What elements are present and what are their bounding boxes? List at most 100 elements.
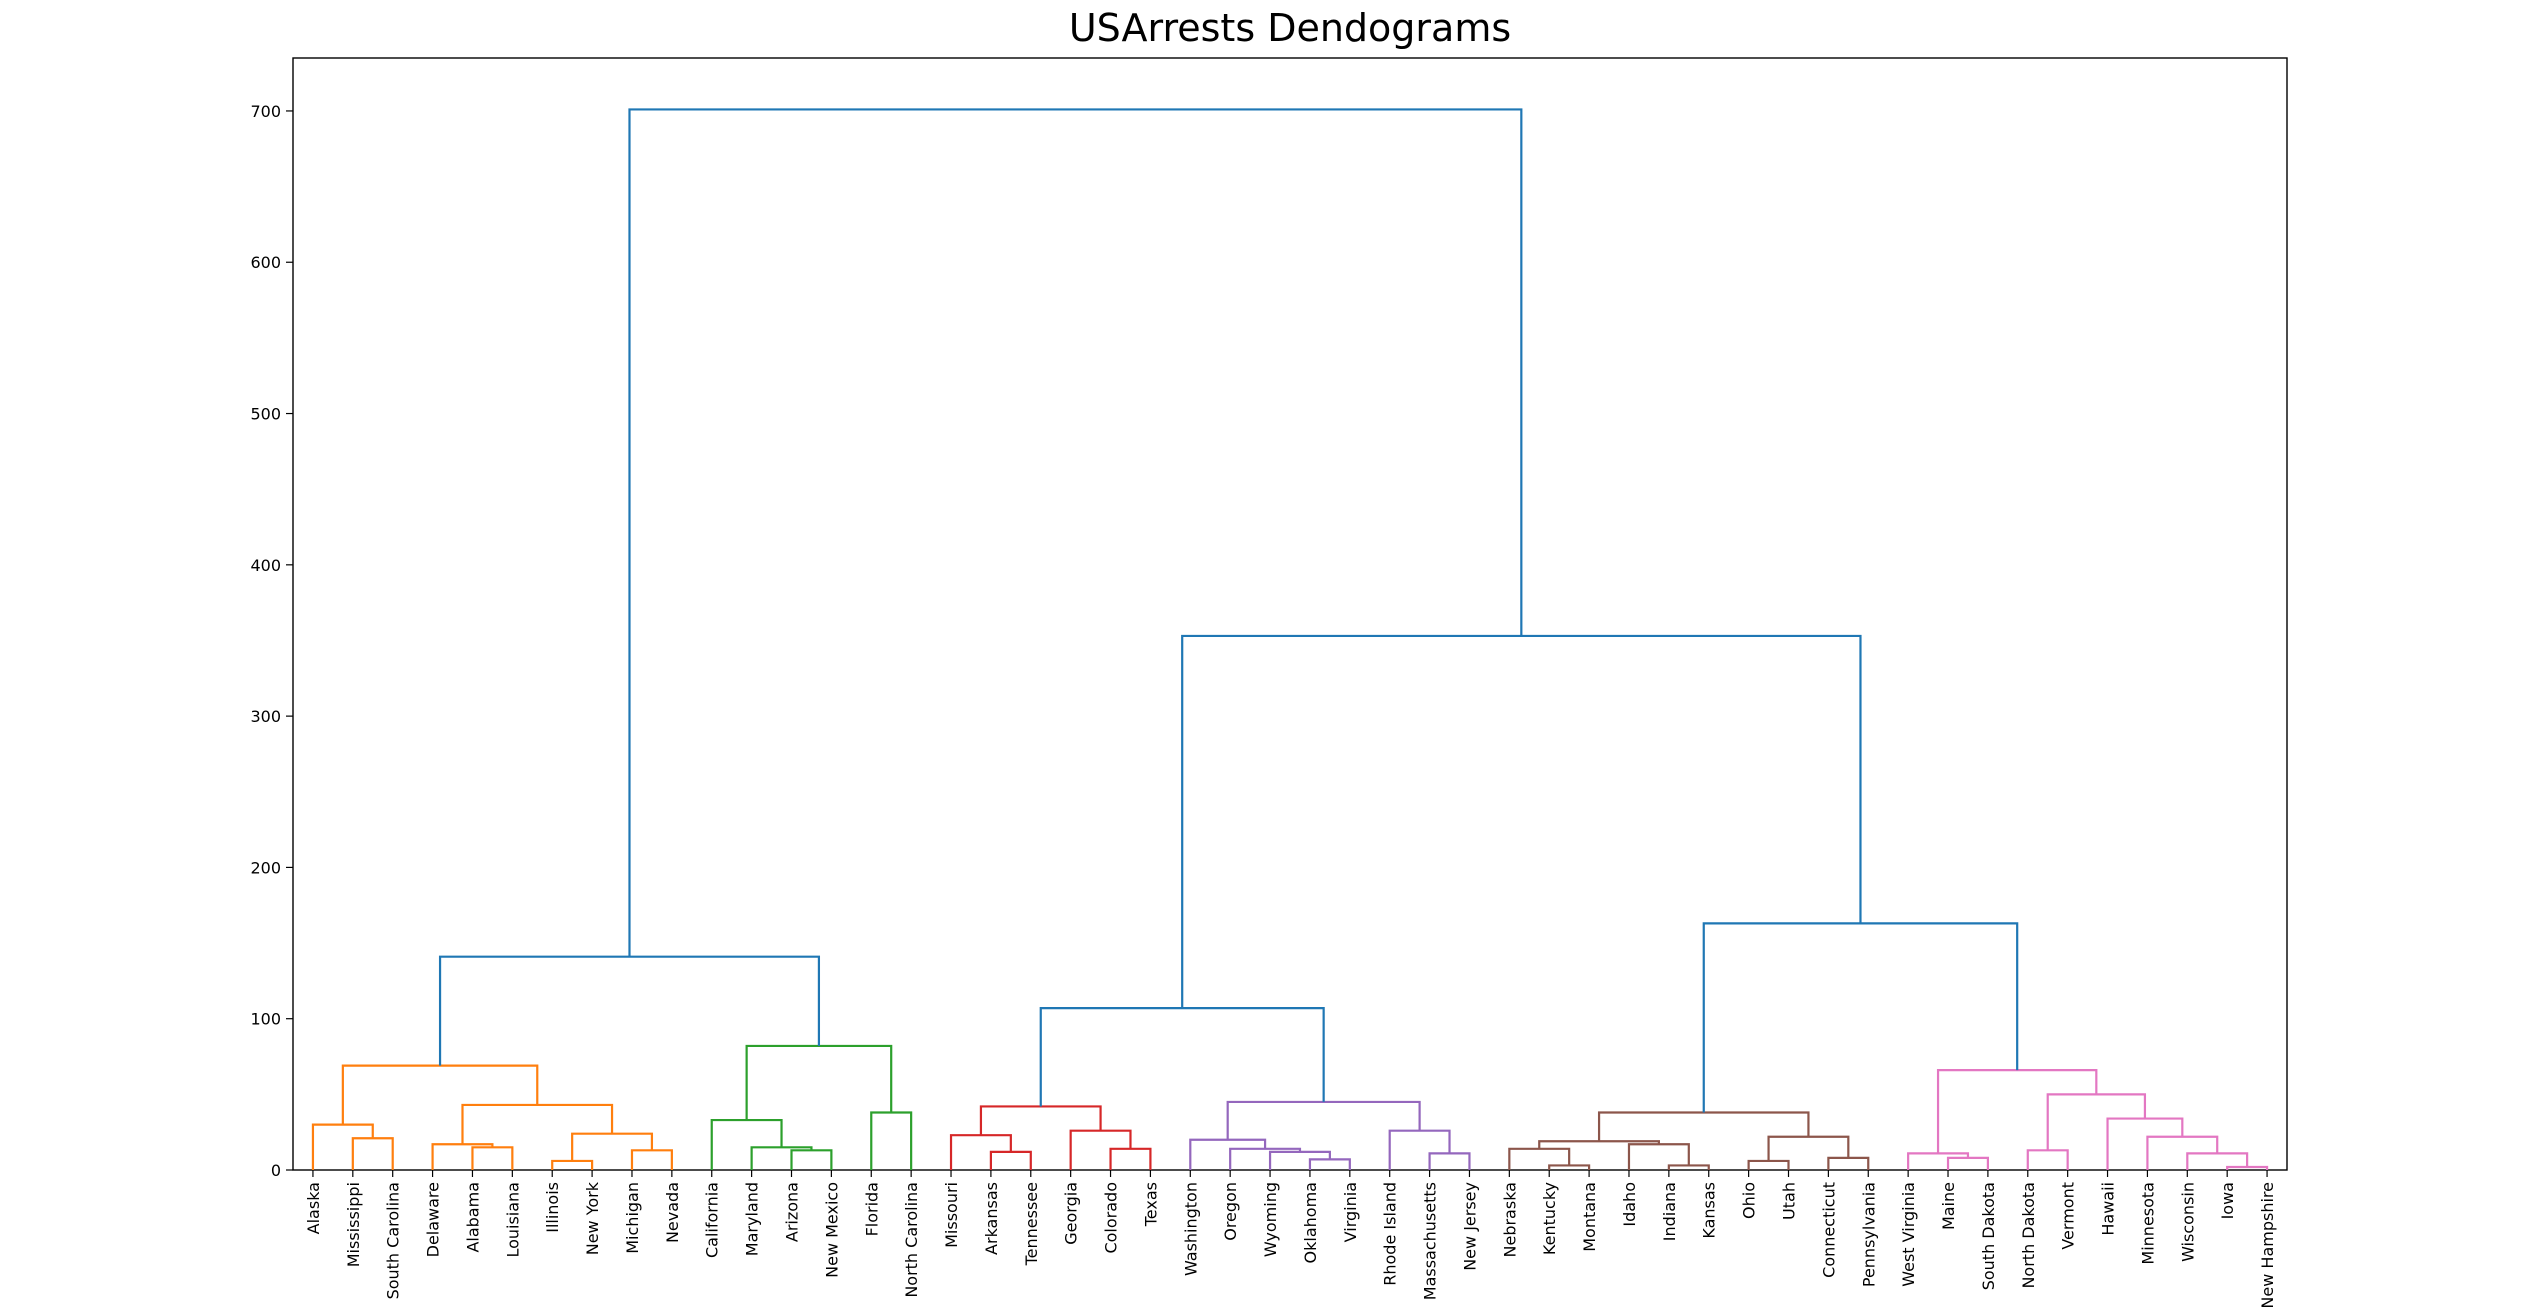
x-axis: Alaska Mississippi South Carolina Delaware A… (304, 1170, 2277, 1309)
leaf-label: New York (583, 1181, 602, 1255)
dendrogram-link (1428, 1152, 1471, 1170)
leaf-label: Minnesota (2138, 1182, 2157, 1265)
leaf-label: Arizona (783, 1182, 802, 1242)
dendrogram-link (311, 1123, 374, 1170)
leaf-label: South Carolina (384, 1182, 403, 1299)
leaf-label: Vermont (2059, 1182, 2078, 1250)
chart-title: USArrests Dendograms (1068, 6, 1512, 50)
y-tick-label: 100 (250, 1010, 281, 1029)
leaf-label: Delaware (424, 1182, 443, 1257)
dendrogram-link (471, 1146, 514, 1170)
leaf-label: Alaska (304, 1182, 323, 1234)
dendrogram-link (750, 1146, 813, 1170)
y-tick-label: 0 (271, 1161, 281, 1180)
dendrogram-link (1268, 1150, 1331, 1170)
dendrogram-link (1508, 1147, 1571, 1170)
dendrogram-link (628, 108, 1523, 957)
dendrogram-link (745, 1044, 893, 1121)
y-tick-label: 400 (250, 556, 281, 575)
leaf-label: Mississippi (344, 1182, 363, 1267)
dendrogram-link (461, 1103, 614, 1145)
leaf-label: California (703, 1182, 722, 1258)
y-tick-label: 300 (250, 707, 281, 726)
dendrogram-link (2106, 1117, 2184, 1170)
leaf-label: Tennessee (1022, 1182, 1041, 1266)
dendrogram-link (551, 1159, 594, 1170)
leaf-label: Alabama (463, 1182, 482, 1253)
plot-frame (292, 57, 2288, 1171)
dendrogram-link (1747, 1159, 1790, 1170)
leaf-label: Georgia (1062, 1182, 1081, 1245)
leaf-label: Maryland (743, 1182, 762, 1256)
dendrogram-link (1767, 1135, 1850, 1161)
dendrogram-link (1702, 922, 2019, 1113)
leaf-label: North Dakota (2019, 1182, 2038, 1289)
y-tick-label: 500 (250, 405, 281, 424)
leaf-label: Wisconsin (2178, 1182, 2197, 1262)
leaf-label: Hawaii (2099, 1182, 2118, 1236)
dendrogram-link (2146, 1135, 2219, 1170)
dendrogram-link (341, 1064, 539, 1125)
dendrogram-link (1946, 1156, 1989, 1170)
dendrogram-link (1907, 1152, 1970, 1170)
leaf-label: West Virginia (1899, 1182, 1918, 1287)
dendrogram-link (790, 1149, 833, 1170)
dendrogram-link (989, 1150, 1032, 1170)
dendrogram-link (1936, 1069, 2098, 1154)
leaf-label: Wyoming (1261, 1182, 1280, 1257)
dendrogram-link (1189, 1138, 1267, 1170)
dendrogram-link (1308, 1158, 1351, 1170)
leaf-label: Nebraska (1500, 1182, 1519, 1257)
y-tick-label: 600 (250, 253, 281, 272)
leaf-label: Colorado (1102, 1182, 1121, 1254)
dendrogram-link (1109, 1147, 1152, 1170)
y-tick-label: 700 (250, 102, 281, 121)
leaf-label: Utah (1780, 1182, 1799, 1220)
dendrogram-link (2186, 1152, 2249, 1170)
dendrogram-link (1229, 1147, 1302, 1170)
dendrogram-link (1181, 634, 1862, 1009)
dendrogram-link (2026, 1149, 2069, 1170)
leaf-label: North Carolina (902, 1182, 921, 1298)
leaf-label: Arkansas (982, 1182, 1001, 1255)
leaf-label: Washington (1181, 1182, 1200, 1276)
leaf-label: South Dakota (1979, 1182, 1998, 1290)
dendrogram-link (1827, 1156, 1870, 1170)
leaf-label: Indiana (1660, 1182, 1679, 1241)
leaf-label: New Jersey (1460, 1182, 1479, 1271)
leaf-label: Oklahoma (1301, 1182, 1320, 1263)
dendrogram-link (1388, 1129, 1451, 1170)
leaf-label: Idaho (1620, 1182, 1639, 1227)
dendrogram-link (1226, 1100, 1421, 1140)
leaf-label: Illinois (543, 1182, 562, 1233)
leaf-label: Iowa (2218, 1182, 2237, 1219)
leaf-label: Texas (1141, 1182, 1160, 1227)
dendrogram-link (1069, 1129, 1132, 1170)
leaf-label: Oregon (1221, 1182, 1240, 1241)
leaf-label: Virginia (1341, 1182, 1360, 1242)
dendrogram-link (571, 1132, 654, 1161)
leaf-label: Connecticut (1819, 1182, 1838, 1278)
leaf-label: Florida (862, 1182, 881, 1236)
y-tick-label: 200 (250, 858, 281, 877)
leaf-label: New Hampshire (2258, 1182, 2277, 1309)
dendrogram-link (630, 1149, 673, 1170)
dendrogram-link (1597, 1111, 1810, 1142)
dendrogram-link (710, 1118, 783, 1170)
leaf-label: Maine (1939, 1182, 1958, 1230)
leaf-label: Louisiana (503, 1182, 522, 1258)
leaf-label: New Mexico (822, 1182, 841, 1278)
dendrogram-link (351, 1137, 394, 1170)
leaf-label: Nevada (663, 1182, 682, 1243)
leaf-label: Missouri (942, 1182, 961, 1248)
leaf-label: Ohio (1740, 1182, 1759, 1219)
dendrogram-link (2046, 1093, 2147, 1151)
leaf-label: Pennsylvania (1859, 1182, 1878, 1287)
dendrogram-link (979, 1105, 1102, 1136)
dendrogram-links (311, 108, 2269, 1170)
y-axis: 0 100 200 300 400 500 600 700 (250, 102, 293, 1180)
leaf-label: Rhode Island (1381, 1182, 1400, 1286)
leaf-label: Massachusetts (1421, 1182, 1440, 1300)
leaf-label: Kansas (1700, 1182, 1719, 1239)
